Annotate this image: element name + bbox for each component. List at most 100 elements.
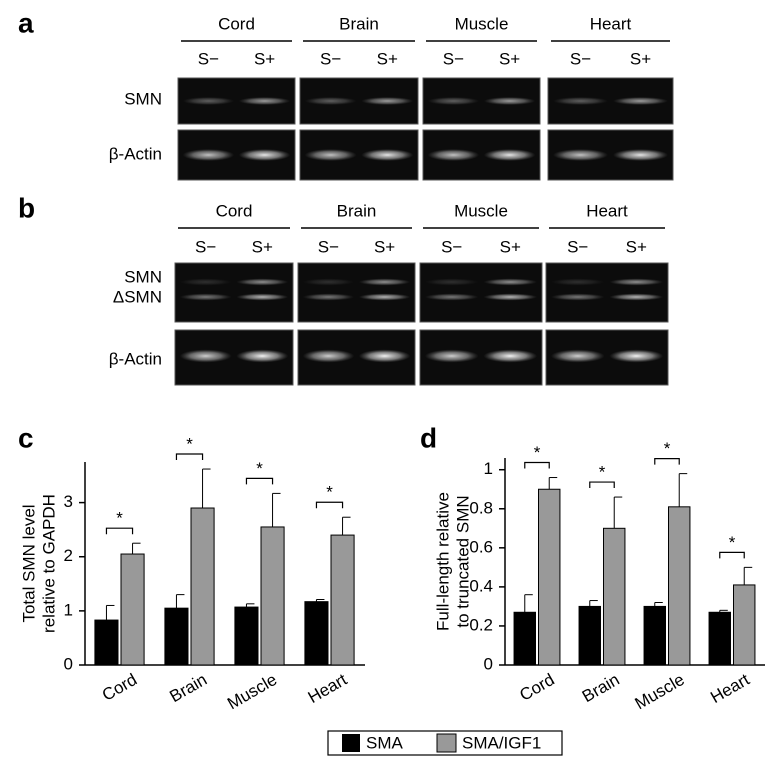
panel-label: b	[18, 192, 35, 223]
gel-band	[613, 97, 668, 105]
lane-label: S−	[567, 237, 588, 256]
x-tick-label: Brain	[579, 670, 623, 706]
gel-image	[545, 262, 669, 323]
y-tick-label: 0.6	[469, 537, 493, 556]
gel-band	[302, 293, 355, 301]
bar	[733, 584, 756, 666]
gel-band	[182, 149, 235, 161]
lane-label: S+	[500, 237, 521, 256]
gel-image	[297, 262, 416, 323]
lane-label: S+	[499, 49, 520, 68]
gel-band	[609, 349, 664, 363]
gel-band	[483, 349, 538, 363]
significance-bracket	[524, 461, 550, 469]
lane-label: S−	[443, 49, 464, 68]
gel-band	[483, 293, 538, 301]
y-tick-label: 0.2	[469, 615, 493, 634]
significance-label: *	[116, 509, 123, 528]
gel-band	[483, 278, 538, 286]
significance-label: *	[534, 443, 541, 462]
gel-band	[358, 293, 411, 301]
significance-label: *	[326, 483, 333, 502]
gel-band	[361, 97, 414, 105]
gel-band	[236, 293, 289, 301]
x-tick-label: Heart	[707, 670, 753, 707]
significance-label: *	[729, 533, 736, 552]
lane-label: S+	[626, 237, 647, 256]
x-tick-label: Muscle	[224, 670, 280, 713]
gel-band	[613, 149, 668, 161]
significance-bracket	[315, 501, 344, 509]
legend-label: SMA	[366, 733, 404, 752]
gel-band	[179, 278, 232, 286]
gel-band	[304, 149, 357, 161]
lane-label: S+	[630, 49, 651, 68]
x-tick-label: Cord	[516, 670, 557, 705]
legend-label: SMA/IGF1	[462, 733, 541, 752]
gel-band	[236, 349, 289, 363]
bar	[578, 605, 601, 666]
significance-bracket	[175, 453, 204, 461]
lane-label: S−	[198, 49, 219, 68]
gel-band	[483, 149, 536, 161]
gel-band	[358, 349, 411, 363]
gel-band	[238, 97, 291, 105]
gel-image	[419, 262, 543, 323]
bar	[260, 526, 285, 666]
gel-band	[424, 278, 479, 286]
group-label: Heart	[586, 201, 628, 220]
lane-label: S+	[252, 237, 273, 256]
lane-label: S−	[441, 237, 462, 256]
y-tick-label: 1	[64, 600, 73, 619]
bar	[708, 611, 731, 666]
lane-label: S+	[377, 49, 398, 68]
y-tick-label: 1	[484, 459, 493, 478]
gel-band	[553, 97, 608, 105]
bar	[94, 619, 119, 666]
gel-band	[609, 293, 664, 301]
y-axis-label: Total SMN level	[19, 504, 38, 622]
gel-band	[302, 278, 355, 286]
bar	[330, 534, 355, 666]
panel-label: d	[420, 422, 437, 453]
bar	[304, 601, 329, 666]
gel-band	[238, 149, 291, 161]
gel-band	[427, 149, 480, 161]
y-tick-label: 0.4	[469, 576, 493, 595]
significance-bracket	[589, 481, 615, 489]
x-tick-label: Brain	[166, 670, 210, 706]
significance-bracket	[105, 527, 134, 535]
bar	[190, 507, 215, 666]
significance-label: *	[256, 459, 263, 478]
row-label: SMN	[124, 89, 162, 108]
bar	[603, 527, 626, 666]
legend-swatch	[342, 734, 360, 752]
significance-bracket	[719, 551, 745, 559]
bar	[668, 506, 691, 666]
legend-swatch	[436, 733, 457, 753]
significance-bracket	[654, 458, 680, 465]
significance-label: *	[599, 463, 606, 482]
y-tick-label: 3	[64, 492, 73, 511]
group-label: Muscle	[455, 14, 509, 33]
gel-band	[304, 97, 357, 105]
gel-image	[174, 262, 294, 323]
lane-label: S−	[318, 237, 339, 256]
gel-band	[358, 278, 411, 286]
panel-label: c	[18, 422, 34, 453]
lane-label: S−	[570, 49, 591, 68]
group-label: Cord	[218, 14, 255, 33]
bar	[234, 606, 259, 666]
gel-band	[550, 293, 605, 301]
gel-band	[483, 97, 536, 105]
y-axis-label: Full-length relative	[433, 492, 452, 631]
gel-band	[424, 349, 479, 363]
bar	[643, 605, 666, 666]
group-label: Heart	[590, 14, 632, 33]
y-axis-label: relative to GAPDH	[39, 494, 58, 633]
group-label: Muscle	[454, 201, 508, 220]
gel-band	[553, 149, 608, 161]
group-label: Brain	[339, 14, 379, 33]
gel-band	[424, 293, 479, 301]
